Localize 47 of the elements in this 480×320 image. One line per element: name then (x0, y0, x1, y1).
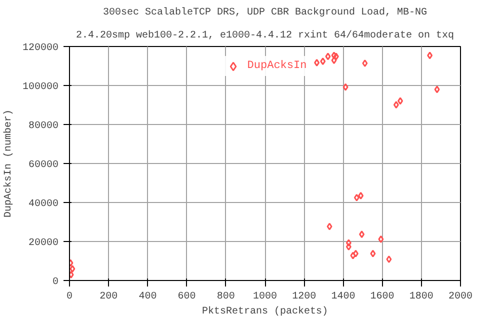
point (331, 56, 337, 64)
point (358, 192, 364, 200)
y-tick-label: 100000 (22, 82, 59, 93)
x-tick-label: 1600 (370, 292, 394, 302)
point (393, 101, 399, 109)
point (331, 52, 337, 60)
y-tick-label: 120000 (22, 43, 59, 54)
point (359, 230, 365, 238)
point (314, 58, 320, 66)
chart-subtitle: 2.4.20smp web100-2.2.1, e1000-4.4.12 rxint 64/64moderate on txq (76, 30, 454, 42)
point (346, 239, 352, 247)
chart-title: 300sec ScalableTCP DRS, UDP CBR Background Load, MB-NG (102, 6, 428, 18)
x-tick-label: 1800 (409, 292, 434, 302)
x-tick-label: 200 (100, 292, 118, 302)
point (333, 52, 339, 60)
x-tick-label: 600 (178, 292, 196, 302)
y-tick-label: 0 (52, 277, 59, 288)
x-tick-label: 2000 (448, 292, 473, 302)
point (370, 250, 376, 258)
y-tick-label: 20000 (28, 238, 59, 249)
point (346, 243, 352, 251)
x-axis-title: PktsRetrans (packets) (202, 306, 328, 318)
point (354, 194, 360, 202)
point (70, 265, 76, 273)
point (342, 83, 348, 91)
point (326, 222, 332, 230)
y-tick-label: 40000 (28, 199, 59, 210)
point (378, 235, 384, 243)
point (386, 255, 392, 263)
point (434, 86, 440, 94)
point (427, 52, 433, 60)
point (320, 58, 326, 66)
y-axis-title: DupAcksIn (number) (2, 109, 14, 218)
legend-label: DupAcksIn (247, 60, 307, 72)
x-tick-label: 800 (216, 292, 235, 302)
x-tick-label: 1400 (331, 292, 356, 302)
x-tick-label: 1000 (253, 292, 278, 302)
point (398, 97, 404, 105)
y-tick-label: 60000 (28, 160, 59, 171)
point (362, 60, 368, 68)
point (352, 250, 358, 258)
point (325, 52, 331, 60)
x-tick-label: 0 (66, 292, 73, 302)
x-tick-label: 400 (138, 292, 157, 302)
y-tick-label: 80000 (28, 121, 59, 132)
x-tick-label: 1200 (292, 292, 316, 302)
point (350, 252, 356, 260)
